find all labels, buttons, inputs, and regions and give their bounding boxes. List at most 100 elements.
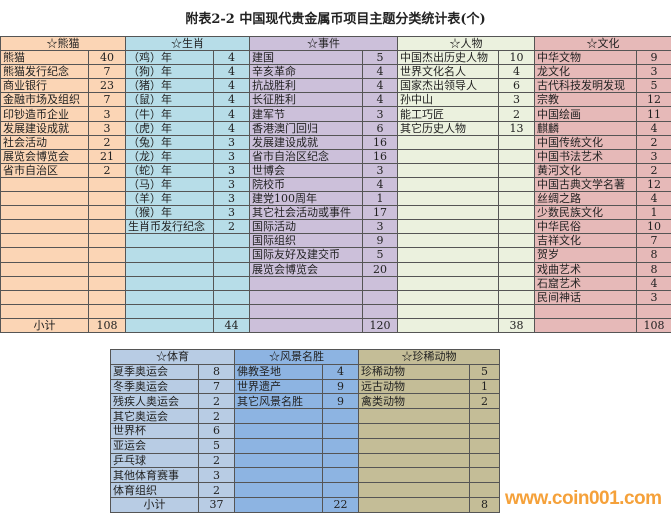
item-name (234, 422, 323, 439)
item-count: 2 (88, 134, 126, 150)
item-name (234, 467, 323, 484)
item-name: 中国绘画 (534, 106, 637, 122)
item-count (469, 437, 500, 454)
item-count (88, 219, 126, 235)
item-name: （羊）年 (125, 191, 214, 207)
category-header-panda: ☆熊猫 (0, 35, 126, 52)
item-count (498, 191, 535, 207)
item-name: 香港澳门回归 (249, 120, 363, 136)
item-count: 3 (362, 162, 398, 178)
item-name (0, 219, 89, 235)
category-header-animals: ☆珍稀动物 (358, 349, 500, 365)
item-name (249, 275, 363, 291)
item-name: 体育组织 (110, 482, 199, 498)
item-name: 戏曲艺术 (534, 261, 637, 277)
item-name: 社会活动 (0, 134, 89, 150)
subtotal-label: 小计 (110, 496, 199, 513)
item-count: 2 (469, 393, 500, 410)
item-name: 孙中山 (397, 92, 499, 108)
item-name (358, 422, 470, 439)
table-row: 国际组织 9 吉祥文化 7 (0, 233, 671, 249)
item-name (358, 467, 470, 484)
item-count (322, 482, 359, 498)
table-row: 其它奥运会 2 (110, 408, 500, 424)
item-count: 8 (636, 261, 671, 277)
item-count: 3 (213, 191, 250, 207)
item-name: 世博会 (249, 162, 363, 178)
category-header-zodiac: ☆生肖 (125, 35, 250, 52)
item-count: 21 (88, 148, 126, 164)
item-count: 8 (636, 247, 671, 263)
item-count: 9 (362, 233, 398, 249)
table-row: 商业银行 23 （猪）年 4 抗战胜利 4 国家杰出领导人 6 古代科技发明发现 5 (0, 78, 671, 94)
item-count: 3 (362, 106, 398, 122)
table-row (0, 303, 671, 319)
item-count (498, 233, 535, 249)
item-name: 中华民俗 (534, 219, 637, 235)
item-count: 4 (636, 120, 671, 136)
item-count: 2 (198, 393, 235, 410)
item-count: 8 (198, 363, 235, 380)
item-name (397, 261, 499, 277)
item-name (125, 247, 214, 263)
item-count: 10 (498, 50, 535, 66)
category-header-scenery: ☆风景名胜 (234, 349, 359, 365)
item-count (362, 289, 398, 305)
table-row: 省市自治区 2 （蛇）年 3 世博会 3 黄河文化 2 (0, 162, 671, 178)
table-row: （猴）年 3 其它社会活动或事件 17 少数民族文化 1 (0, 205, 671, 221)
item-name: 国家杰出领导人 (397, 78, 499, 94)
item-name (397, 176, 499, 193)
item-count: 40 (88, 50, 126, 66)
item-count: 4 (362, 64, 398, 80)
item-count: 16 (362, 148, 398, 164)
item-name (0, 176, 89, 193)
item-count (498, 303, 535, 319)
item-name: 长征胜利 (249, 92, 363, 108)
item-name: 禽类动物 (358, 393, 470, 410)
item-name: （龙）年 (125, 148, 214, 164)
item-name: 发展建设成就 (249, 134, 363, 150)
item-count: 5 (362, 247, 398, 263)
item-name (249, 303, 363, 319)
subtotal-label (358, 496, 470, 513)
item-name: （虎）年 (125, 120, 214, 136)
item-count: 4 (213, 64, 250, 80)
item-name (397, 247, 499, 263)
item-name: 建军节 (249, 106, 363, 122)
item-name (397, 303, 499, 319)
item-count (636, 303, 671, 319)
item-count: 2 (498, 106, 535, 122)
table-row: 夏季奥运会 8 佛教圣地 4 珍稀动物 5 (110, 363, 500, 380)
item-name: （马）年 (125, 176, 214, 193)
item-count (498, 247, 535, 263)
item-count: 9 (322, 378, 359, 395)
item-count: 23 (88, 78, 126, 94)
item-count: 4 (636, 191, 671, 207)
item-name (397, 233, 499, 249)
table-row: 石窟艺术 4 (0, 275, 671, 291)
item-name: 珍稀动物 (358, 363, 470, 380)
item-name (358, 437, 470, 454)
item-count: 20 (362, 261, 398, 277)
item-name: 建国 (249, 50, 363, 66)
table-row: 熊猫发行纪念 7 （狗）年 4 辛亥革命 4 世界文化名人 4 龙文化 3 (0, 64, 671, 80)
item-name: 熊猫发行纪念 (0, 64, 89, 80)
item-name: 能工巧匠 (397, 106, 499, 122)
subtotal-label (249, 317, 363, 333)
item-count (88, 247, 126, 263)
item-count: 12 (636, 176, 671, 193)
item-count: 4 (362, 176, 398, 193)
item-count (469, 482, 500, 498)
table-row: 发展建设成就 3 （虎）年 4 香港澳门回归 6 其它历史人物 13 麒麟 4 (0, 120, 671, 136)
item-count (88, 303, 126, 319)
item-name: 中国古典文学名著 (534, 176, 637, 193)
item-name: 乒乓球 (110, 452, 199, 469)
item-count: 4 (498, 64, 535, 80)
item-name: 熊猫 (0, 50, 89, 66)
table-row: 社会活动 2 （兔）年 3 发展建设成就 16 中国传统文化 2 (0, 134, 671, 150)
table-row: 金融市场及组织 7 （鼠）年 4 长征胜利 4 孙中山 3 宗教 12 (0, 92, 671, 108)
item-count (213, 303, 250, 319)
table-row: 展览会博览会 20 戏曲艺术 8 (0, 261, 671, 277)
item-count: 7 (198, 378, 235, 395)
item-name (234, 482, 323, 498)
